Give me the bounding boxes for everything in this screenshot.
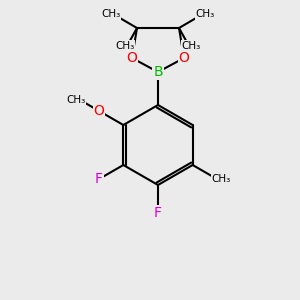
Text: O: O <box>178 51 189 65</box>
Text: CH₃: CH₃ <box>195 9 214 19</box>
Text: O: O <box>127 51 137 65</box>
Text: O: O <box>94 104 104 118</box>
Text: CH₃: CH₃ <box>211 174 230 184</box>
Text: CH₃: CH₃ <box>66 95 86 105</box>
Text: F: F <box>154 206 162 220</box>
Text: CH₃: CH₃ <box>182 41 201 51</box>
Text: F: F <box>95 172 103 186</box>
Text: B: B <box>153 65 163 79</box>
Text: CH₃: CH₃ <box>101 9 121 19</box>
Text: CH₃: CH₃ <box>116 41 135 51</box>
